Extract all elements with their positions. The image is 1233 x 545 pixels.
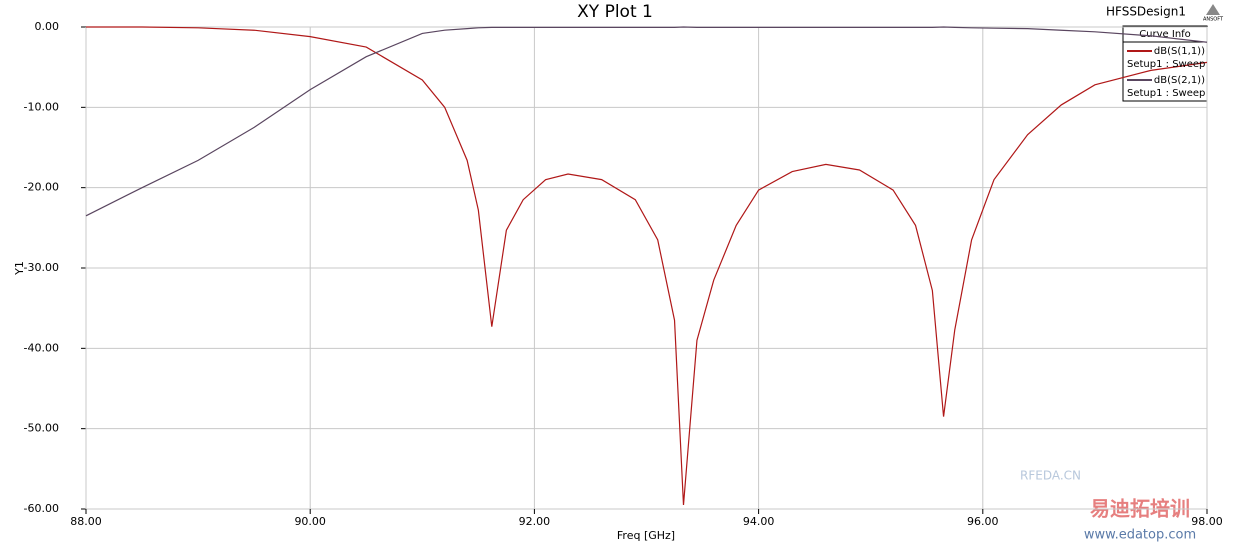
x-tick-label: 98.00 bbox=[1191, 515, 1223, 528]
y-tick-label: -20.00 bbox=[24, 181, 59, 194]
x-tick-label: 90.00 bbox=[294, 515, 326, 528]
y-tick-label: 0.00 bbox=[35, 20, 60, 33]
y-axis-label: Y1 bbox=[13, 261, 26, 276]
legend-sweep: Setup1 : Sweep bbox=[1127, 59, 1205, 70]
series-line bbox=[85, 26, 1208, 217]
logo-text: ANSOFT bbox=[1203, 17, 1224, 23]
legend-sweep: Setup1 : Sweep bbox=[1127, 88, 1205, 99]
y-tick-label: -60.00 bbox=[24, 502, 59, 515]
watermark: www.edatop.com bbox=[1084, 528, 1196, 543]
y-tick-label: -10.00 bbox=[24, 100, 59, 113]
x-tick-label: 92.00 bbox=[519, 515, 551, 528]
x-tick-label: 96.00 bbox=[967, 515, 999, 528]
legend-label: dB(S(2,1)) bbox=[1154, 75, 1205, 86]
series-line bbox=[86, 26, 1208, 506]
y-tick-label: -40.00 bbox=[24, 341, 59, 354]
x-tick-label: 88.00 bbox=[70, 515, 102, 528]
chart-title: XY Plot 1 bbox=[577, 2, 653, 22]
y-tick-label: -30.00 bbox=[24, 261, 59, 274]
watermark: RFEDA.CN bbox=[1020, 469, 1081, 483]
y-tick-label: -50.00 bbox=[24, 422, 59, 435]
legend-title: Curve Info bbox=[1139, 29, 1191, 40]
x-tick-label: 94.00 bbox=[743, 515, 775, 528]
logo-icon bbox=[1206, 4, 1220, 15]
x-axis-label: Freq [GHz] bbox=[617, 529, 675, 542]
legend-label: dB(S(1,1)) bbox=[1154, 46, 1205, 57]
design-name: HFSSDesign1 bbox=[1106, 5, 1186, 19]
